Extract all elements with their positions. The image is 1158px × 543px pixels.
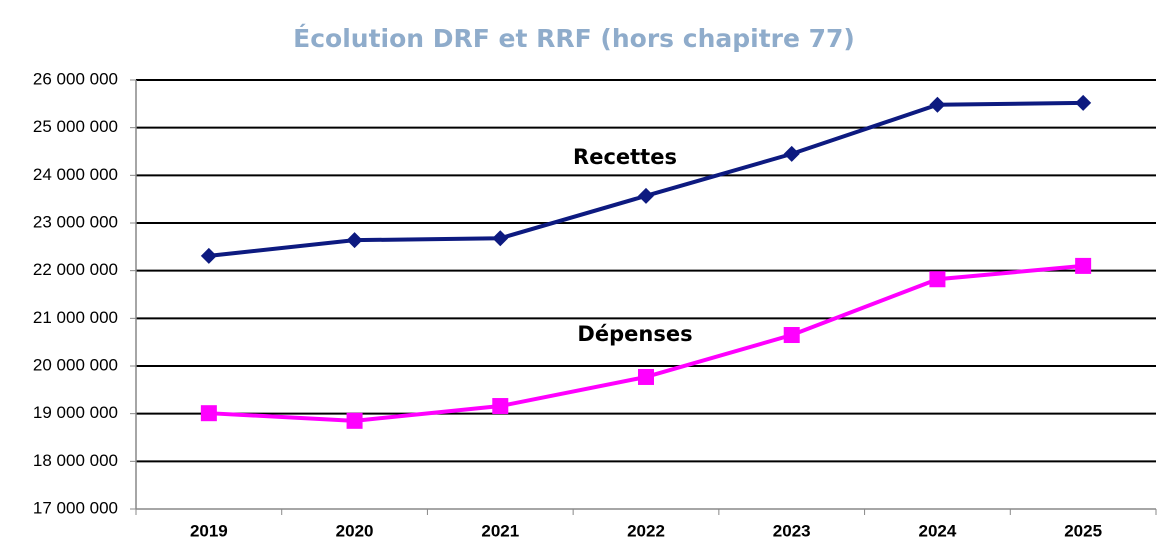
marker (200, 405, 217, 422)
marker (346, 232, 363, 249)
y-tick-label: 20 000 000 (33, 355, 118, 374)
y-tick-label: 18 000 000 (33, 451, 118, 470)
chart-title: Écolution DRF et RRF (hors chapitre 77) (293, 24, 855, 53)
y-tick-label: 19 000 000 (33, 403, 118, 422)
y-tick-label: 23 000 000 (33, 212, 118, 231)
y-tick-label: 17 000 000 (33, 498, 118, 517)
marker (1075, 257, 1092, 274)
x-tick-label: 2025 (1064, 521, 1102, 540)
marker (1075, 94, 1092, 111)
x-tick-label: 2020 (336, 521, 374, 540)
line (208, 100, 1084, 258)
marker (929, 96, 946, 113)
marker (200, 247, 217, 264)
series-label: Dépenses (577, 322, 692, 346)
marker (346, 412, 363, 429)
x-tick-label: 2019 (190, 521, 228, 540)
marker (783, 327, 800, 344)
x-tick-label: 2022 (627, 521, 665, 540)
x-tick-label: 2021 (481, 521, 519, 540)
marker (492, 230, 509, 247)
marker (783, 145, 800, 162)
y-tick-label: 25 000 000 (33, 117, 118, 136)
x-tick-label: 2023 (773, 521, 811, 540)
y-tick-label: 21 000 000 (33, 308, 118, 327)
series-label: Recettes (573, 145, 677, 169)
y-tick-label: 24 000 000 (33, 165, 118, 184)
marker (492, 398, 509, 415)
y-tick-label: 26 000 000 (33, 69, 118, 88)
y-tick-label: 22 000 000 (33, 260, 118, 279)
marker (638, 368, 654, 385)
marker (638, 187, 654, 204)
marker (929, 271, 946, 288)
x-tick-label: 2024 (919, 521, 957, 540)
